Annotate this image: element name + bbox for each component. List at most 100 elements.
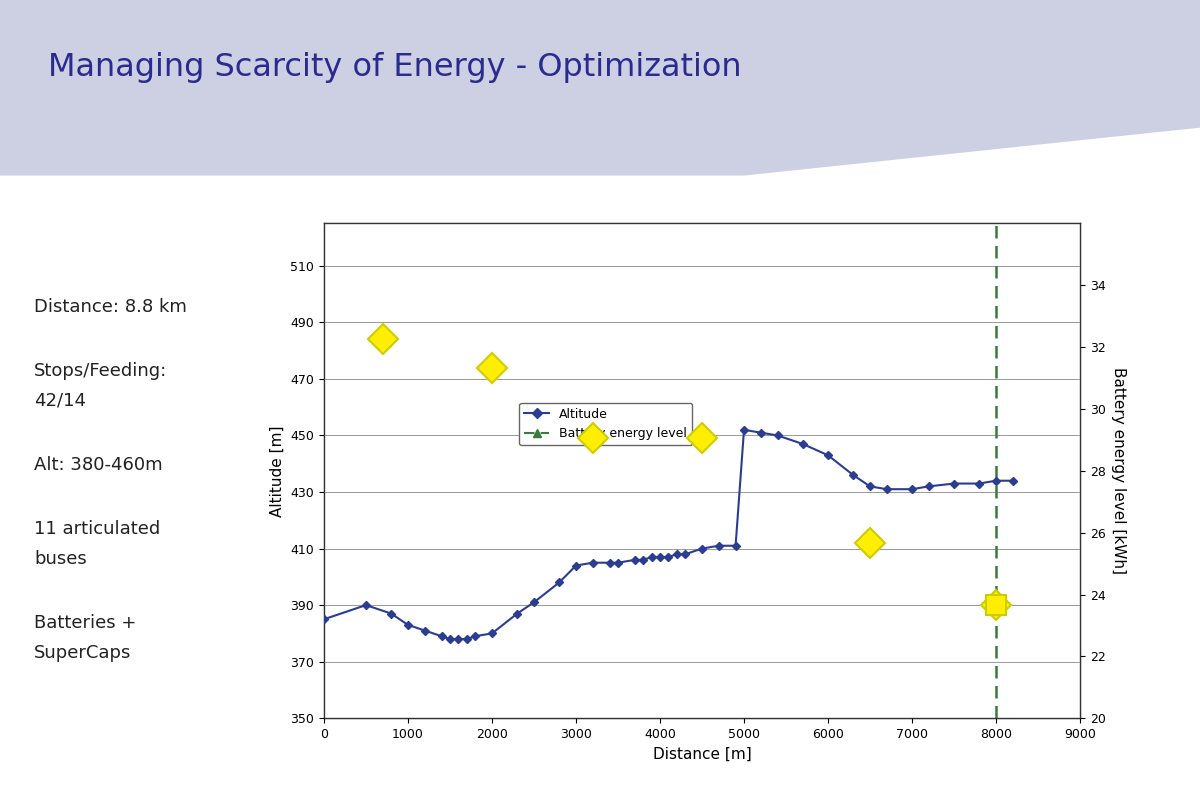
- Battery energy level: [401, 314, 415, 324]
- Altitude: [586, 558, 600, 567]
- Altitude: [451, 634, 466, 644]
- Altitude: [602, 558, 617, 567]
- Altitude: [628, 555, 642, 565]
- Altitude: [695, 543, 709, 553]
- Battery energy level: [628, 389, 642, 398]
- Battery energy level: [418, 324, 432, 334]
- Altitude: [670, 550, 684, 559]
- Altitude: [712, 541, 726, 551]
- Battery energy level: [880, 472, 894, 482]
- Altitude: [880, 484, 894, 494]
- Point: [785, 270, 804, 282]
- Battery energy level: [611, 354, 625, 364]
- Point: [953, 273, 972, 286]
- Altitude: [485, 629, 499, 638]
- Altitude: [384, 609, 398, 618]
- Battery energy level: [493, 361, 508, 370]
- Battery energy level: [955, 519, 970, 528]
- Altitude: [569, 561, 583, 571]
- Battery energy level: [586, 398, 600, 408]
- Altitude: [947, 479, 961, 488]
- Altitude: [863, 481, 877, 491]
- Battery energy level: [485, 361, 499, 370]
- Point: [827, 239, 846, 251]
- Point: [810, 248, 829, 261]
- Altitude: [661, 552, 676, 562]
- Polygon shape: [0, 0, 1200, 176]
- Altitude: [770, 431, 785, 440]
- Altitude: [317, 614, 331, 624]
- Point: [734, 331, 754, 344]
- Battery energy level: [535, 392, 550, 401]
- Battery energy level: [661, 398, 676, 408]
- Battery energy level: [569, 453, 583, 463]
- Altitude: [821, 451, 835, 460]
- Battery energy level: [594, 358, 608, 367]
- Battery energy level: [518, 373, 533, 383]
- Battery energy level: [754, 460, 768, 469]
- Altitude: [796, 439, 810, 448]
- Altitude: [846, 470, 860, 480]
- Altitude: [468, 631, 482, 641]
- Battery energy level: [838, 469, 852, 479]
- Battery energy level: [451, 354, 466, 364]
- Altitude: [443, 634, 457, 644]
- Text: Distance: 8.8 km: Distance: 8.8 km: [34, 298, 187, 316]
- Point: [928, 294, 947, 307]
- Altitude: [611, 558, 625, 567]
- Battery energy level: [728, 426, 743, 436]
- Altitude: [527, 598, 541, 607]
- Text: SuperCaps: SuperCaps: [34, 644, 132, 662]
- Battery energy level: [787, 476, 802, 485]
- Battery energy level: [552, 423, 566, 433]
- Text: buses: buses: [34, 550, 86, 568]
- Altitude: [636, 555, 650, 565]
- Line: Altitude: Altitude: [322, 427, 1015, 642]
- Altitude: [754, 428, 768, 437]
- Battery energy level: [384, 296, 398, 306]
- Battery energy level: [712, 444, 726, 454]
- Battery energy level: [922, 469, 936, 479]
- Altitude: [510, 609, 524, 618]
- Battery energy level: [460, 358, 474, 367]
- Point: [793, 260, 812, 273]
- Battery energy level: [317, 271, 331, 281]
- Battery energy level: [770, 456, 785, 466]
- Battery energy level: [938, 506, 953, 516]
- Altitude: [922, 481, 936, 491]
- Battery energy level: [359, 281, 373, 290]
- Point: [877, 232, 896, 245]
- Line: Battery energy level: Battery energy level: [320, 266, 1004, 623]
- Point: [860, 230, 880, 243]
- Battery energy level: [334, 305, 348, 314]
- Point: [894, 242, 913, 255]
- Y-axis label: Battery energy level [kWh]: Battery energy level [kWh]: [1111, 367, 1127, 575]
- Battery energy level: [695, 453, 709, 463]
- Battery energy level: [821, 456, 835, 466]
- Text: 42/14: 42/14: [34, 392, 86, 409]
- Battery energy level: [905, 456, 919, 466]
- Battery energy level: [434, 342, 449, 352]
- Battery energy level: [376, 302, 390, 312]
- Text: Stops/Feeding:: Stops/Feeding:: [34, 362, 167, 380]
- Altitude: [460, 634, 474, 644]
- Text: 11 articulated: 11 articulated: [34, 520, 161, 539]
- Altitude: [401, 620, 415, 630]
- Y-axis label: Altitude [m]: Altitude [m]: [270, 425, 284, 516]
- Battery energy level: [703, 407, 718, 417]
- Point: [844, 232, 863, 245]
- Altitude: [552, 578, 566, 587]
- Battery energy level: [989, 265, 1003, 275]
- Altitude: [737, 425, 751, 435]
- Altitude: [1006, 476, 1020, 485]
- X-axis label: Distance [m]: Distance [m]: [653, 746, 751, 761]
- Altitude: [359, 600, 373, 610]
- Altitude: [418, 626, 432, 635]
- Altitude: [653, 552, 667, 562]
- Text: Alt: 380-460m: Alt: 380-460m: [34, 456, 163, 474]
- Point: [751, 316, 770, 329]
- Altitude: [972, 479, 986, 488]
- Point: [911, 270, 930, 282]
- Text: Batteries +: Batteries +: [34, 614, 137, 632]
- Battery energy level: [804, 478, 818, 488]
